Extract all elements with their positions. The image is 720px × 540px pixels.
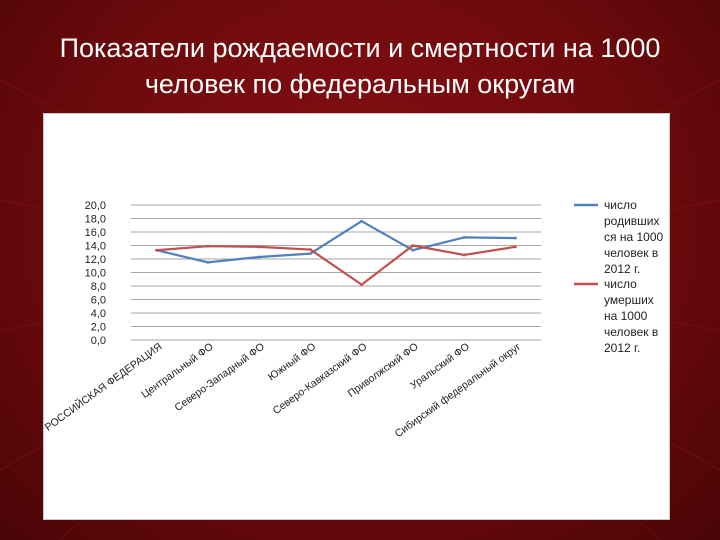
data-point-series-1 [360, 219, 364, 223]
y-tick-label: 14,0 [85, 241, 106, 253]
y-tick-label: 4,0 [91, 308, 106, 320]
legend-label-1: 2012 г. [604, 262, 640, 276]
data-point-series-2 [155, 248, 159, 252]
y-tick-label: 12,0 [85, 254, 106, 266]
data-point-series-2 [513, 245, 517, 249]
data-point-series-2 [206, 244, 210, 248]
series-line-1 [156, 220, 516, 264]
line-chart: 0,02,04,06,08,010,012,014,016,018,020,0Р… [44, 198, 663, 440]
y-tick-label: 20,0 [85, 200, 106, 212]
legend-label-2: на 1000 [604, 309, 648, 323]
data-point-series-1 [257, 255, 261, 259]
data-point-series-1 [308, 252, 312, 256]
legend-label-1: число [604, 198, 637, 212]
data-point-series-2 [308, 248, 312, 251]
legend-label-2: число [604, 277, 637, 291]
x-tick-label: Северо-Кавказский ФО [271, 341, 370, 417]
y-tick-label: 0,0 [91, 335, 106, 347]
data-point-series-2 [360, 283, 364, 287]
data-point-series-1 [411, 248, 415, 252]
legend-label-2: умерших [604, 293, 654, 307]
y-tick-label: 2,0 [91, 322, 106, 334]
x-tick-label: Южный ФО [266, 341, 318, 384]
legend-label-1: родивших [604, 214, 660, 228]
y-tick-label: 8,0 [91, 281, 106, 293]
y-tick-label: 10,0 [85, 268, 106, 280]
chart-panel: 0,0 2,0 4,0 6,0 8,0 10,0 12,0 14,0 16,0 18,0 20,0 Р… [43, 113, 670, 520]
data-point-series-1 [513, 236, 517, 240]
legend-label-2: человек в [604, 325, 658, 339]
data-point-series-2 [257, 245, 261, 249]
legend-label-1: ся на 1000 [604, 230, 663, 244]
series-line-2 [156, 244, 516, 286]
slide-title-line-1: Показатели рождаемости и смертности на 1… [59, 33, 661, 63]
legend-label-2: 2012 г. [604, 341, 640, 355]
data-point-series-2 [462, 253, 466, 257]
y-tick-label: 16,0 [85, 227, 106, 239]
slide-title-line-2: человек по федеральным округам [144, 69, 576, 99]
y-tick-label: 6,0 [91, 295, 106, 307]
slide-title: Показатели рождаемости и смертности на 1… [20, 30, 700, 102]
y-tick-label: 18,0 [85, 214, 106, 226]
data-point-series-1 [462, 236, 466, 239]
legend-label-1: человек в [604, 246, 658, 260]
data-point-series-1 [206, 260, 210, 264]
data-point-series-2 [411, 244, 415, 247]
x-tick-label: Северо-Западный ФО [172, 341, 266, 414]
